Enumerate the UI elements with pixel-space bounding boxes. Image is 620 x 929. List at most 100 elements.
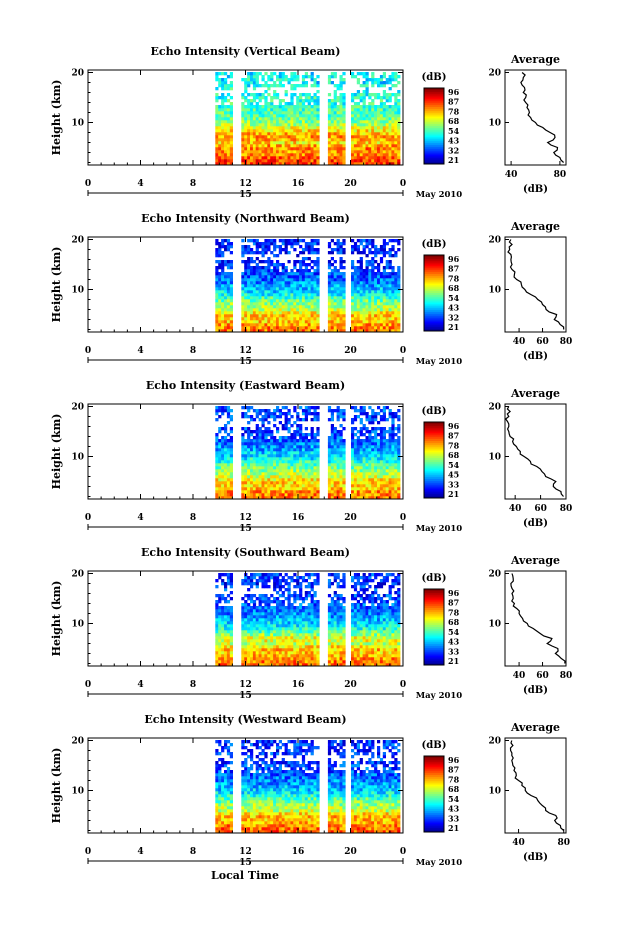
profile-title: Average: [510, 53, 560, 66]
heatmap-cell: [377, 460, 381, 464]
heatmap-cell: [385, 144, 389, 148]
heatmap-cell: [339, 99, 343, 103]
heatmap-cell: [221, 579, 225, 583]
heatmap-cell: [377, 123, 381, 127]
heatmap-cell: [255, 448, 259, 452]
heatmap-cell: [229, 612, 233, 616]
heatmap-cell: [374, 272, 378, 276]
heatmap-cell: [339, 469, 343, 473]
heatmap-cell: [356, 451, 360, 455]
heatmap-cell: [391, 421, 395, 425]
heatmap-cell: [226, 484, 231, 488]
heatmap-cell: [215, 159, 219, 163]
heatmap-cell: [316, 147, 320, 151]
heatmap-cell: [264, 251, 268, 255]
heatmap-cell: [330, 326, 334, 330]
heatmap-cell: [342, 251, 346, 255]
heatmap-cell: [226, 636, 231, 640]
colorbar-swatch: [424, 95, 444, 98]
heatmap-cell: [241, 150, 245, 154]
heatmap-cell: [371, 412, 375, 416]
heatmap-cell: [339, 302, 343, 306]
heatmap-cell: [301, 147, 306, 151]
heatmap-cell: [365, 287, 369, 291]
heatmap-cell: [299, 493, 303, 497]
heatmap-cell: [336, 463, 340, 467]
heatmap-cell: [258, 260, 262, 264]
heatmap-cell: [365, 305, 369, 309]
heatmap-cell: [276, 481, 280, 485]
heatmap-cell: [379, 99, 384, 103]
heatmap-cell: [304, 463, 308, 467]
heatmap-cell: [351, 454, 355, 458]
heatmap-cell: [356, 454, 360, 458]
heatmap-cell: [226, 582, 231, 586]
heatmap-cell: [391, 248, 395, 252]
heatmap-cell: [316, 466, 320, 470]
heatmap-cell: [356, 245, 360, 249]
heatmap-cell: [394, 162, 398, 166]
heatmap-cell: [281, 147, 285, 151]
heatmap-cell: [353, 162, 358, 166]
heatmap-cell: [278, 305, 282, 309]
heatmap-cell: [377, 311, 381, 315]
heatmap-cell: [336, 323, 340, 327]
heatmap-cell: [278, 472, 282, 476]
heatmap-cell: [333, 99, 337, 103]
colorbar-swatch: [424, 484, 444, 487]
heatmap-cell: [382, 275, 386, 279]
heatmap-cell: [252, 147, 257, 151]
heatmap-cell: [327, 314, 332, 318]
heatmap-cell: [287, 421, 291, 425]
heatmap-cell: [382, 90, 386, 94]
heatmap-cell: [281, 445, 285, 449]
heatmap-cell: [397, 451, 401, 455]
heatmap-cell: [221, 132, 225, 136]
heatmap-cell: [281, 427, 285, 431]
profile-line: [504, 406, 564, 497]
heatmap-cell: [310, 75, 314, 79]
heatmap-cell: [229, 162, 233, 166]
heatmap-cell: [255, 436, 259, 440]
heatmap-cell: [388, 156, 392, 160]
x-tick-label: 0: [85, 346, 91, 356]
heatmap-cell: [388, 481, 392, 485]
heatmap-cell: [316, 320, 320, 324]
heatmap-cell: [241, 618, 245, 622]
heatmap-cell: [365, 150, 369, 154]
heatmap-cell: [276, 287, 280, 291]
heatmap-cell: [267, 138, 271, 142]
heatmap-cell: [336, 299, 340, 303]
heatmap-cell: [382, 287, 386, 291]
heatmap-cell: [327, 481, 332, 485]
heatmap-cell: [374, 266, 378, 270]
heatmap-cell: [336, 406, 340, 410]
heatmap-cell: [310, 156, 314, 160]
heatmap-cell: [226, 114, 231, 118]
heatmap-cell: [281, 132, 285, 136]
heatmap-cell: [258, 472, 262, 476]
heatmap-cell: [290, 272, 294, 276]
heatmap-cell: [273, 439, 277, 443]
heatmap-cell: [374, 153, 378, 157]
heatmap-cell: [264, 126, 268, 130]
heatmap-cell: [374, 299, 378, 303]
heatmap-cell: [397, 269, 401, 273]
heatmap-cell: [307, 293, 311, 297]
heatmap-cell: [362, 251, 366, 255]
heatmap-cell: [264, 72, 268, 76]
heatmap-cell: [362, 475, 366, 479]
heatmap-cell: [379, 448, 384, 452]
heatmap-cell: [394, 99, 398, 103]
heatmap-cell: [333, 108, 337, 112]
heatmap-cell: [353, 93, 358, 97]
heatmap-cell: [327, 108, 332, 112]
heatmap-cell: [382, 123, 386, 127]
heatmap-cell: [310, 84, 314, 88]
heatmap-cell: [330, 415, 334, 419]
heatmap-cell: [270, 442, 274, 446]
heatmap-cell: [221, 597, 225, 601]
heatmap-cell: [391, 478, 395, 482]
heatmap-cell: [218, 445, 222, 449]
heatmap-cell: [353, 245, 358, 249]
